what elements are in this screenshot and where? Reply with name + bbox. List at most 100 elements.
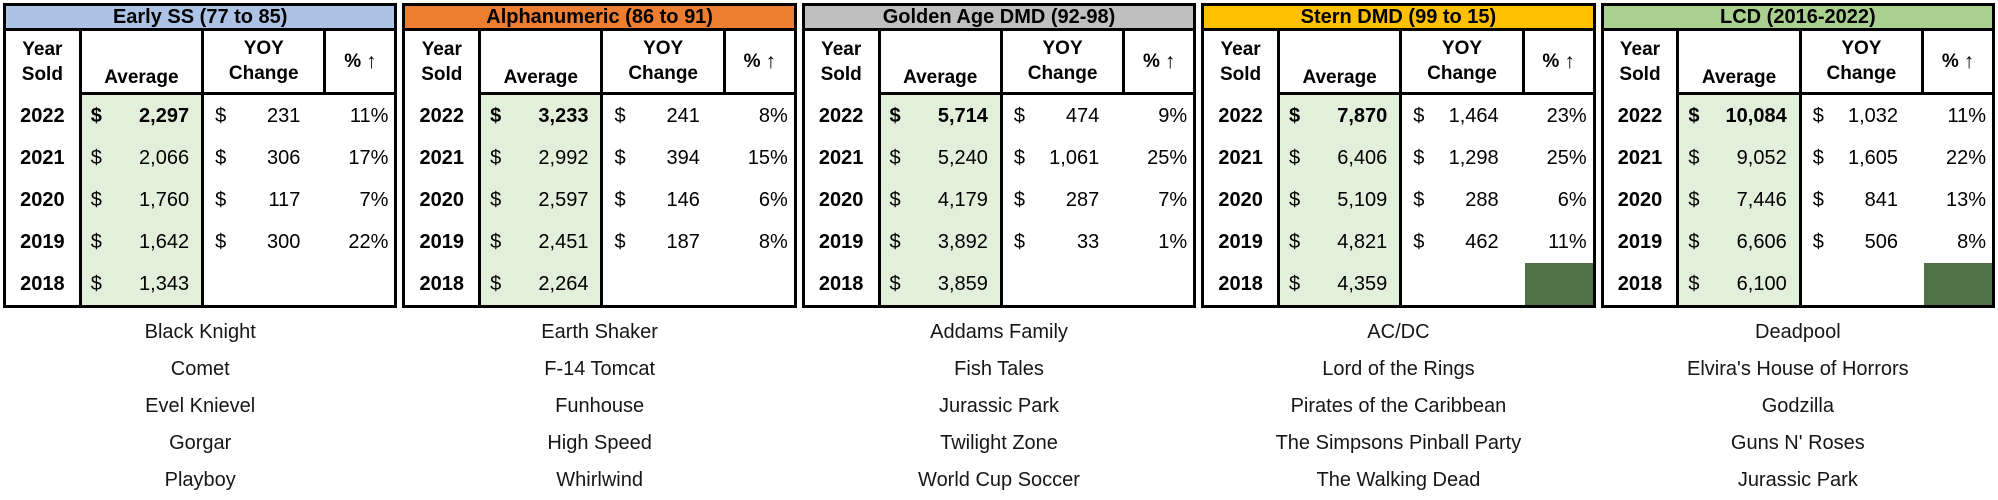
average-header-cell[interactable]: Average	[1279, 31, 1403, 95]
average-header-cell[interactable]: Average	[81, 31, 205, 95]
yoy-change-header-cell[interactable]: YOY Change	[603, 31, 726, 95]
percent-cell[interactable]: 17%	[326, 137, 394, 179]
average-cell[interactable]: $ 2,264	[481, 263, 604, 305]
average-cell[interactable]: $ 5,240	[880, 137, 1003, 179]
percent-cell[interactable]: 8%	[726, 95, 794, 137]
example-game-cell[interactable]: Deadpool	[1601, 314, 1995, 351]
average-cell[interactable]: $ 2,597	[481, 179, 604, 221]
yoy-change-cell[interactable]: $ 1,298	[1402, 137, 1524, 179]
example-game-cell[interactable]: AC/DC	[1201, 314, 1595, 351]
year-cell[interactable]: 2019	[1604, 221, 1680, 263]
year-cell[interactable]: 2021	[1604, 137, 1680, 179]
average-header-cell[interactable]: Average	[880, 31, 1003, 95]
average-cell[interactable]: $ 6,406	[1279, 137, 1403, 179]
example-game-cell[interactable]: Twilight Zone	[802, 425, 1196, 462]
yoy-change-cell[interactable]: $ 462	[1402, 221, 1524, 263]
example-game-cell[interactable]: F-14 Tomcat	[402, 351, 796, 388]
example-game-cell[interactable]: Pirates of the Caribbean	[1201, 388, 1595, 425]
yoy-change-cell[interactable]	[1802, 263, 1924, 305]
example-game-cell[interactable]: World Cup Soccer	[802, 462, 1196, 499]
yoy-change-cell[interactable]: $ 474	[1003, 95, 1125, 137]
average-cell[interactable]: $ 2,297	[81, 95, 205, 137]
percent-cell[interactable]: 25%	[1125, 137, 1193, 179]
percent-cell[interactable]: 1%	[1125, 221, 1193, 263]
percent-up-header-cell[interactable]: % ↑	[1524, 31, 1593, 95]
example-game-cell[interactable]: Godzilla	[1601, 388, 1995, 425]
year-sold-header-cell[interactable]: Year Sold	[1604, 31, 1680, 95]
example-game-cell[interactable]: High Speed	[402, 425, 796, 462]
average-cell[interactable]: $ 3,892	[880, 221, 1003, 263]
yoy-change-cell[interactable]: $ 300	[204, 221, 326, 263]
year-cell[interactable]: 2018	[1604, 263, 1680, 305]
year-cell[interactable]: 2022	[805, 95, 881, 137]
percent-cell[interactable]	[726, 263, 794, 305]
percent-up-header-cell[interactable]: % ↑	[326, 31, 395, 95]
yoy-change-header-cell[interactable]: YOY Change	[1002, 31, 1126, 95]
percent-cell[interactable]: 7%	[1125, 179, 1193, 221]
yoy-change-cell[interactable]: $ 841	[1802, 179, 1924, 221]
yoy-change-cell[interactable]	[603, 263, 725, 305]
yoy-change-header-cell[interactable]: YOY Change	[1801, 31, 1925, 95]
yoy-change-header-cell[interactable]: YOY Change	[1402, 31, 1525, 95]
percent-up-header-cell[interactable]: % ↑	[1924, 31, 1993, 95]
year-cell[interactable]: 2021	[405, 137, 482, 179]
average-cell[interactable]: $ 6,606	[1679, 221, 1802, 263]
percent-cell[interactable]: 7%	[326, 179, 394, 221]
year-cell[interactable]: 2021	[6, 137, 82, 179]
percent-cell[interactable]: 8%	[726, 221, 794, 263]
yoy-change-cell[interactable]: $ 33	[1003, 221, 1125, 263]
average-cell[interactable]: $ 4,359	[1279, 263, 1403, 305]
yoy-change-cell[interactable]: $ 306	[204, 137, 326, 179]
example-game-cell[interactable]: Guns N' Roses	[1601, 425, 1995, 462]
percent-cell[interactable]: 25%	[1525, 137, 1593, 179]
year-cell[interactable]: 2018	[805, 263, 881, 305]
yoy-change-cell[interactable]: $ 1,464	[1402, 95, 1524, 137]
example-game-cell[interactable]: Jurassic Park	[1601, 462, 1995, 499]
average-cell[interactable]: $ 4,821	[1279, 221, 1403, 263]
yoy-change-cell[interactable]: $ 187	[603, 221, 725, 263]
percent-cell[interactable]	[1524, 263, 1593, 305]
example-game-cell[interactable]: Addams Family	[802, 314, 1196, 351]
percent-cell[interactable]: 11%	[326, 95, 394, 137]
average-cell[interactable]: $ 5,714	[880, 95, 1003, 137]
average-cell[interactable]: $ 2,992	[481, 137, 604, 179]
example-game-cell[interactable]: Funhouse	[402, 388, 796, 425]
year-cell[interactable]: 2018	[405, 263, 482, 305]
year-sold-header-cell[interactable]: Year Sold	[6, 31, 82, 95]
year-cell[interactable]: 2022	[1604, 95, 1680, 137]
example-game-cell[interactable]: The Simpsons Pinball Party	[1201, 425, 1595, 462]
year-cell[interactable]: 2019	[6, 221, 82, 263]
year-cell[interactable]: 2018	[1204, 263, 1280, 305]
average-cell[interactable]: $ 2,066	[81, 137, 205, 179]
year-cell[interactable]: 2020	[805, 179, 881, 221]
year-cell[interactable]: 2019	[805, 221, 881, 263]
year-cell[interactable]: 2019	[1204, 221, 1280, 263]
yoy-change-cell[interactable]: $ 506	[1802, 221, 1924, 263]
example-game-cell[interactable]: Fish Tales	[802, 351, 1196, 388]
year-cell[interactable]: 2021	[1204, 137, 1280, 179]
year-cell[interactable]: 2021	[805, 137, 881, 179]
era-title-cell[interactable]: Early SS (77 to 85)	[6, 6, 395, 31]
example-game-cell[interactable]: Jurassic Park	[802, 388, 1196, 425]
percent-cell[interactable]	[1125, 263, 1193, 305]
percent-cell[interactable]: 13%	[1924, 179, 1992, 221]
example-game-cell[interactable]: Black Knight	[3, 314, 397, 351]
yoy-change-cell[interactable]	[1003, 263, 1125, 305]
year-cell[interactable]: 2020	[1604, 179, 1680, 221]
average-cell[interactable]: $ 6,100	[1679, 263, 1802, 305]
yoy-change-header-cell[interactable]: YOY Change	[204, 31, 327, 95]
average-cell[interactable]: $ 9,052	[1679, 137, 1802, 179]
yoy-change-cell[interactable]: $ 146	[603, 179, 725, 221]
average-cell[interactable]: $ 3,859	[880, 263, 1003, 305]
yoy-change-cell[interactable]: $ 231	[204, 95, 326, 137]
average-cell[interactable]: $ 2,451	[481, 221, 604, 263]
percent-cell[interactable]: 22%	[326, 221, 394, 263]
percent-cell[interactable]: 11%	[1924, 95, 1992, 137]
average-cell[interactable]: $ 1,343	[81, 263, 205, 305]
year-cell[interactable]: 2022	[1204, 95, 1280, 137]
yoy-change-cell[interactable]: $ 241	[603, 95, 725, 137]
average-cell[interactable]: $ 7,870	[1279, 95, 1403, 137]
percent-cell[interactable]	[326, 263, 394, 305]
era-title-cell[interactable]: LCD (2016-2022)	[1603, 6, 1993, 31]
yoy-change-cell[interactable]	[1402, 263, 1524, 305]
